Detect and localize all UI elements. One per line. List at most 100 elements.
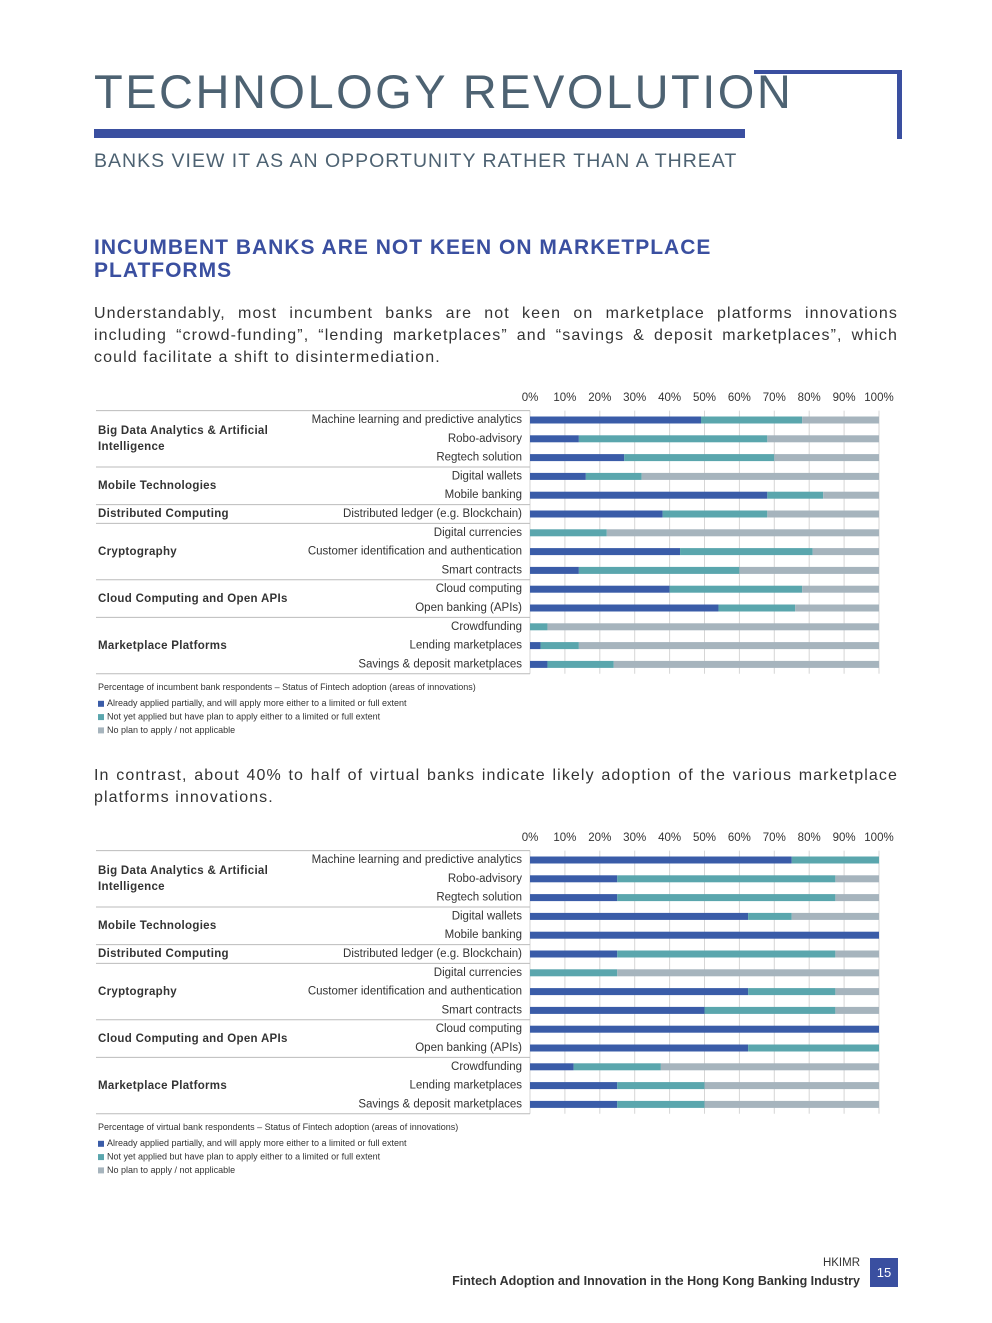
legend-label: No plan to apply / not applicable (107, 1165, 235, 1175)
group-label-box: Distributed Computing (98, 507, 229, 520)
category-label: Machine learning and predictive analytic… (312, 854, 523, 866)
x-tick-label: 80% (798, 392, 821, 404)
bar-segment (530, 548, 681, 556)
bar-segment (530, 912, 749, 920)
bar-segment (606, 529, 879, 537)
bar-segment (547, 623, 879, 631)
page-number: 15 (870, 1258, 898, 1287)
legend-label: Already applied partially, and will appl… (107, 1138, 407, 1148)
category-label: Open banking (APIs) (415, 1042, 522, 1054)
category-label: Lending marketplaces (409, 1080, 522, 1092)
bar-segment (547, 660, 614, 668)
bar-segment (617, 950, 836, 958)
bar-segment (530, 950, 618, 958)
group-label: Big Data Analytics & Artificial Intellig… (98, 864, 269, 893)
bar-segment (680, 548, 813, 556)
x-tick-label: 90% (833, 832, 856, 844)
bar-segment (530, 894, 618, 902)
bar-segment (624, 454, 775, 462)
title-rule (94, 129, 745, 138)
title: TECHNOLOGY REVOLUTION (94, 65, 794, 118)
x-tick-label: 60% (728, 832, 751, 844)
legend-label: Not yet applied but have plan to apply e… (107, 1151, 381, 1161)
category-label: Smart contracts (441, 1004, 522, 1016)
group-label: Cryptography (98, 985, 177, 998)
group-label: Distributed Computing (98, 507, 229, 520)
category-label: Crowdfunding (451, 621, 522, 633)
category-label: Digital currencies (434, 527, 522, 539)
bar-segment (573, 1063, 661, 1071)
category-label: Digital currencies (434, 967, 522, 979)
group-label-box: Cloud Computing and Open APIs (98, 592, 288, 605)
bar-segment (530, 566, 579, 574)
x-tick-label: 30% (623, 392, 646, 404)
legend-swatch (98, 1140, 104, 1147)
bar-segment (530, 491, 768, 499)
group-label-box: Cloud Computing and Open APIs (98, 1032, 288, 1045)
bar-segment (748, 1044, 879, 1052)
bar-segment (530, 510, 663, 518)
legend-swatch (98, 714, 104, 721)
bar-segment (617, 1082, 705, 1090)
category-label: Robo-advisory (448, 873, 522, 885)
bar-segment (701, 416, 803, 424)
bar-segment (578, 566, 740, 574)
bar-segment (823, 491, 879, 499)
category-label: Crowdfunding (451, 1061, 522, 1073)
bar-segment (530, 931, 879, 939)
bar-segment (767, 435, 879, 443)
bar-segment (835, 1006, 879, 1014)
category-label: Savings & deposit marketplaces (358, 1098, 522, 1110)
category-label: Distributed ledger (e.g. Blockchain) (343, 508, 522, 520)
group-label: Distributed Computing (98, 947, 229, 960)
bar-segment (530, 416, 702, 424)
legend-label: No plan to apply / not applicable (107, 725, 235, 735)
bar-segment (767, 491, 824, 499)
category-label: Digital wallets (452, 910, 523, 922)
bar-segment (835, 875, 879, 883)
bar-segment (835, 894, 879, 902)
x-tick-label: 20% (588, 392, 611, 404)
x-tick-label: 0% (522, 832, 539, 844)
bar-segment (530, 988, 749, 996)
category-label: Cloud computing (436, 1023, 522, 1035)
bar-segment (530, 529, 607, 537)
decor-bracket (754, 70, 902, 74)
bar-segment (812, 548, 879, 556)
decor-bracket (897, 70, 902, 139)
category-label: Customer identification and authenticati… (308, 546, 522, 558)
category-label: Distributed ledger (e.g. Blockchain) (343, 948, 522, 960)
bar-segment (617, 894, 836, 902)
bar-segment (802, 585, 879, 593)
chart-caption: Percentage of incumbent bank respondents… (98, 682, 476, 692)
bar-segment (767, 510, 879, 518)
bar-segment (835, 950, 879, 958)
bar-segment (660, 1063, 879, 1071)
group-label: Cryptography (98, 545, 177, 558)
bar-segment (641, 472, 879, 480)
bar-segment (530, 969, 618, 977)
legend-swatch (98, 1167, 104, 1174)
bar-segment (530, 1100, 618, 1108)
group-label-box: Mobile Technologies (98, 920, 216, 932)
bar-segment (530, 472, 586, 480)
bar-segment (530, 604, 719, 612)
legend-swatch (98, 727, 104, 734)
bar-segment (578, 435, 768, 443)
bar-segment (774, 454, 879, 462)
x-tick-label: 100% (864, 832, 893, 844)
bar-segment (530, 1006, 705, 1014)
x-tick-label: 50% (693, 392, 716, 404)
group-label: Cloud Computing and Open APIs (98, 1032, 288, 1045)
group-label-box: Cryptography (98, 985, 177, 998)
bar-segment (530, 1063, 574, 1071)
bar-segment (739, 566, 879, 574)
bar-segment (704, 1082, 879, 1090)
group-label: Cloud Computing and Open APIs (98, 592, 288, 605)
chart: 0% 10% 20% 30% 40% 50% 60% 70% 80% 90% 100% Big Dat… (96, 832, 894, 1175)
paragraph: In contrast, about 40% to half of virtua… (94, 767, 898, 806)
bar-segment (530, 623, 548, 631)
bar-segment (540, 642, 579, 650)
bar-segment (802, 416, 879, 424)
